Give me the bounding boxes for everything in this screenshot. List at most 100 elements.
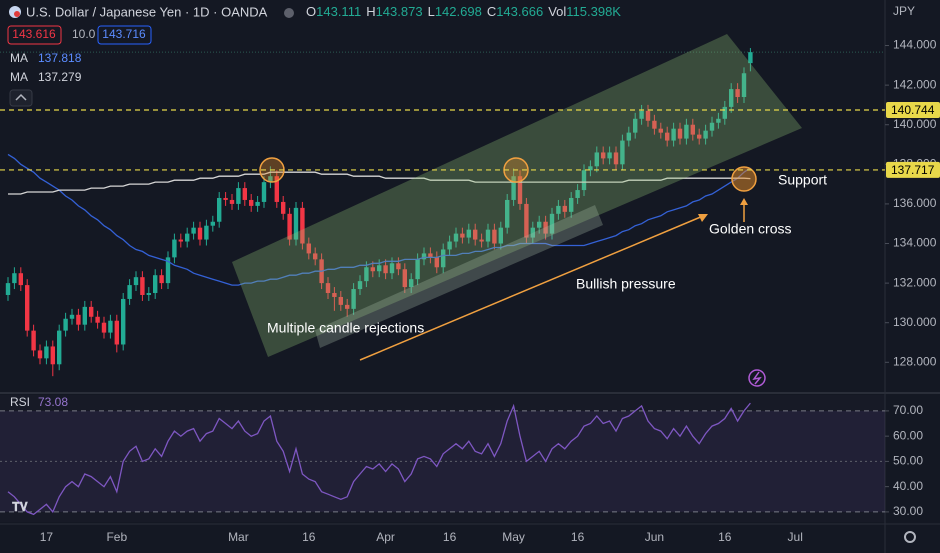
candle-body	[325, 283, 331, 294]
candle-body	[300, 207, 305, 244]
arrow-head	[740, 198, 748, 205]
candle-body	[473, 229, 478, 240]
candle-body	[511, 176, 516, 200]
candle-body	[146, 293, 151, 295]
candle-body	[383, 265, 388, 274]
candle-body	[178, 239, 183, 242]
candle-body	[492, 229, 497, 244]
alert-icon[interactable]	[748, 369, 766, 387]
candle-body	[306, 243, 311, 254]
candle-body	[50, 346, 55, 365]
candle-body	[722, 106, 727, 119]
rsi-label: RSI	[10, 395, 30, 409]
candle-body	[172, 239, 177, 258]
logo: 𝐓𝐕	[12, 500, 29, 514]
candle-body	[479, 239, 484, 242]
level-label: 137.717	[891, 163, 935, 177]
candle-body	[613, 152, 619, 165]
ohlc: O143.111 H143.873 L142.698 C143.666 Vol115.3…	[306, 4, 621, 19]
x-tick-label: 16	[443, 530, 457, 544]
y-tick-label: 70.00	[893, 403, 923, 417]
candle-body	[63, 318, 68, 331]
annotation: Bullish pressure	[576, 276, 676, 292]
candle-body	[601, 152, 606, 159]
candle-body	[89, 306, 94, 317]
candle-body	[76, 314, 81, 325]
candle-body	[223, 197, 228, 200]
candle-body	[370, 267, 375, 272]
candle-body	[415, 259, 420, 280]
candle-body	[556, 205, 561, 214]
annotation: Multiple candle rejections	[267, 320, 424, 336]
candle-body	[293, 207, 299, 240]
candle-body	[549, 213, 555, 234]
candle-body	[434, 257, 439, 268]
x-tick-label: Mar	[228, 530, 249, 544]
candle-body	[543, 221, 548, 234]
candle-body	[639, 110, 644, 119]
arrow-head	[698, 214, 708, 222]
candle-body	[562, 205, 567, 212]
candle-body	[268, 176, 273, 183]
x-tick-label: 17	[40, 530, 54, 544]
candle-body	[453, 233, 459, 242]
candle-body	[185, 233, 190, 242]
y-tick-label: 60.00	[893, 428, 923, 442]
ma-value: 137.818	[38, 51, 82, 65]
candle-body	[697, 134, 702, 139]
candle-body	[95, 316, 100, 323]
candle-body	[665, 132, 670, 141]
open-value: 143.111	[316, 4, 361, 19]
y-tick-label: 134.000	[893, 236, 937, 250]
candle-body	[633, 118, 638, 133]
candle-body	[652, 120, 657, 129]
candle-body	[69, 314, 75, 319]
candle-body	[217, 197, 222, 222]
y-tick-label: 140.000	[893, 117, 937, 131]
candle-body	[249, 199, 254, 206]
ask-box[interactable]	[97, 25, 152, 45]
eye-icon[interactable]	[284, 8, 294, 18]
x-tick-label: Apr	[376, 530, 395, 544]
candle-body	[57, 330, 62, 365]
y-tick-label: 142.000	[893, 77, 937, 91]
volume-label: Vol	[548, 4, 566, 19]
x-tick-label: May	[502, 530, 525, 544]
candle-body	[735, 89, 740, 98]
ma-label: MA	[10, 70, 28, 84]
annotation: Golden cross	[709, 221, 791, 237]
x-tick-label: 16	[302, 530, 316, 544]
candle-body	[581, 170, 587, 191]
bid-box[interactable]	[7, 25, 62, 45]
candle-body	[671, 128, 676, 141]
candle-body	[626, 132, 631, 141]
candle-body	[485, 229, 491, 242]
x-tick-label: 16	[718, 530, 732, 544]
bid[interactable]: 143.616	[12, 27, 56, 41]
candle-body	[332, 293, 337, 297]
candle-body	[338, 296, 343, 305]
candle-body	[165, 257, 171, 284]
candle-body	[441, 249, 446, 268]
currency: JPY	[893, 4, 915, 18]
candle-body	[588, 166, 593, 171]
candle-body	[108, 320, 113, 333]
y-tick-label: 40.00	[893, 479, 923, 493]
candle-body	[364, 267, 369, 282]
rsi-band	[0, 410, 885, 512]
candle-body	[255, 201, 260, 206]
channel	[232, 34, 802, 357]
settings-icon[interactable]	[904, 531, 916, 543]
candles	[5, 48, 753, 516]
level-tag	[886, 101, 940, 118]
collapse-button[interactable]	[9, 89, 33, 107]
symbol-icon	[14, 11, 20, 17]
ask[interactable]: 143.716	[102, 27, 146, 41]
candle-body	[396, 263, 401, 270]
candle-body	[741, 73, 747, 98]
y-tick-label: 144.000	[893, 38, 937, 52]
chevron	[15, 93, 27, 101]
candle-body	[690, 124, 695, 135]
candle-body	[524, 203, 529, 238]
